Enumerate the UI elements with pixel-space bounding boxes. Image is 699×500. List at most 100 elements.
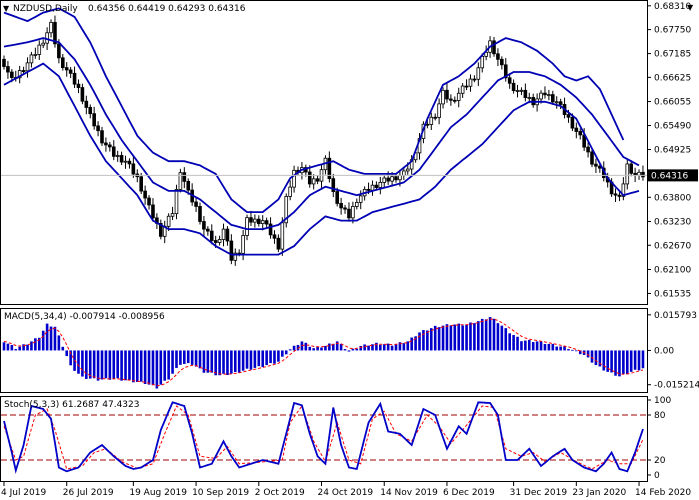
candle bbox=[288, 180, 292, 201]
candle bbox=[547, 89, 551, 101]
candle-body bbox=[527, 97, 532, 99]
macd-bar bbox=[575, 350, 578, 352]
macd-bar bbox=[226, 350, 229, 375]
candle bbox=[472, 75, 477, 83]
macd-bar bbox=[535, 341, 539, 351]
candle bbox=[347, 202, 351, 222]
macd-bar bbox=[571, 349, 574, 351]
candle bbox=[111, 140, 116, 161]
candle bbox=[429, 112, 434, 130]
candle-body bbox=[92, 113, 96, 127]
candle-body bbox=[543, 92, 547, 96]
macd-panel[interactable] bbox=[2, 317, 645, 389]
macd-bar bbox=[277, 350, 280, 362]
macd-bar bbox=[477, 321, 480, 351]
candle-body bbox=[115, 155, 120, 157]
stoch-axis-label: 100 bbox=[654, 396, 671, 406]
candle-body bbox=[460, 85, 465, 94]
candle bbox=[76, 79, 81, 94]
candle bbox=[53, 15, 57, 48]
macd-bar bbox=[437, 327, 441, 351]
macd-bar bbox=[45, 323, 49, 351]
macd-bar bbox=[214, 350, 217, 376]
chart-menu-icon[interactable]: ▼ bbox=[3, 4, 10, 13]
price-axis-label: 0.66625 bbox=[654, 73, 691, 83]
candle-body bbox=[492, 40, 496, 55]
candle bbox=[511, 79, 516, 94]
price-axis-label: 0.66055 bbox=[654, 98, 691, 108]
macd-bar bbox=[65, 350, 69, 357]
macd-bar bbox=[606, 350, 609, 372]
candle-body bbox=[566, 114, 571, 118]
candle bbox=[543, 86, 547, 99]
time-axis-label: 10 Sep 2019 bbox=[192, 488, 249, 498]
macd-bar bbox=[567, 349, 570, 351]
macd-bar bbox=[132, 350, 135, 383]
candle bbox=[613, 188, 618, 202]
candle bbox=[61, 54, 65, 71]
macd-bar bbox=[496, 323, 500, 351]
candle bbox=[33, 47, 38, 59]
macd-bar bbox=[304, 342, 308, 351]
macd-bar bbox=[218, 350, 221, 376]
candle-body bbox=[108, 144, 112, 148]
candle-body bbox=[288, 186, 292, 197]
candle bbox=[229, 234, 234, 265]
candle bbox=[260, 215, 265, 231]
macd-bar bbox=[422, 330, 425, 351]
candle bbox=[492, 37, 496, 57]
candle-body bbox=[17, 70, 22, 79]
macd-bar bbox=[120, 350, 123, 381]
price-panel[interactable] bbox=[1, 7, 647, 266]
candle bbox=[225, 226, 230, 246]
candle bbox=[143, 185, 147, 205]
price-axis-label: 0.62670 bbox=[654, 241, 691, 251]
candle-body bbox=[382, 177, 387, 183]
macd-bar bbox=[104, 350, 108, 379]
macd-bar bbox=[524, 340, 527, 351]
candle-body bbox=[429, 116, 434, 125]
candle bbox=[382, 175, 387, 188]
candle-body bbox=[119, 155, 124, 163]
candle bbox=[315, 175, 320, 185]
stochastic-panel[interactable] bbox=[1, 401, 647, 475]
macd-bar bbox=[590, 350, 594, 363]
candle-body bbox=[209, 230, 214, 241]
candle-body bbox=[229, 240, 234, 261]
candle-body bbox=[307, 171, 312, 185]
macd-bar bbox=[163, 350, 167, 381]
candle bbox=[335, 187, 339, 207]
macd-bar bbox=[210, 350, 214, 373]
macd-bar bbox=[614, 350, 617, 376]
macd-bar bbox=[598, 350, 602, 367]
macd-axis-label: 0.00 bbox=[654, 346, 674, 356]
candle bbox=[354, 198, 359, 210]
candle-body bbox=[507, 77, 512, 84]
candle bbox=[221, 223, 226, 247]
macd-bar bbox=[641, 350, 645, 369]
macd-bar bbox=[261, 350, 265, 368]
macd-bar bbox=[469, 322, 472, 351]
candle bbox=[49, 19, 53, 38]
macd-bar bbox=[198, 350, 202, 369]
macd-bar bbox=[453, 324, 457, 351]
macd-bar bbox=[586, 350, 590, 358]
candle-body bbox=[394, 176, 398, 181]
candle-body bbox=[519, 89, 524, 92]
candle-body bbox=[272, 234, 277, 239]
macd-bar bbox=[629, 350, 633, 372]
candle-body bbox=[554, 101, 559, 104]
candle-body bbox=[84, 100, 89, 108]
candle bbox=[437, 98, 441, 125]
candle-body bbox=[496, 53, 500, 60]
candle bbox=[449, 94, 453, 106]
current-price-tag bbox=[648, 169, 698, 182]
candle bbox=[182, 167, 187, 189]
macd-bar bbox=[257, 350, 261, 367]
candle bbox=[209, 224, 214, 245]
candle-body bbox=[10, 71, 14, 78]
macd-bar bbox=[92, 350, 96, 379]
candle-body bbox=[551, 94, 555, 103]
macd-bar bbox=[159, 350, 163, 385]
